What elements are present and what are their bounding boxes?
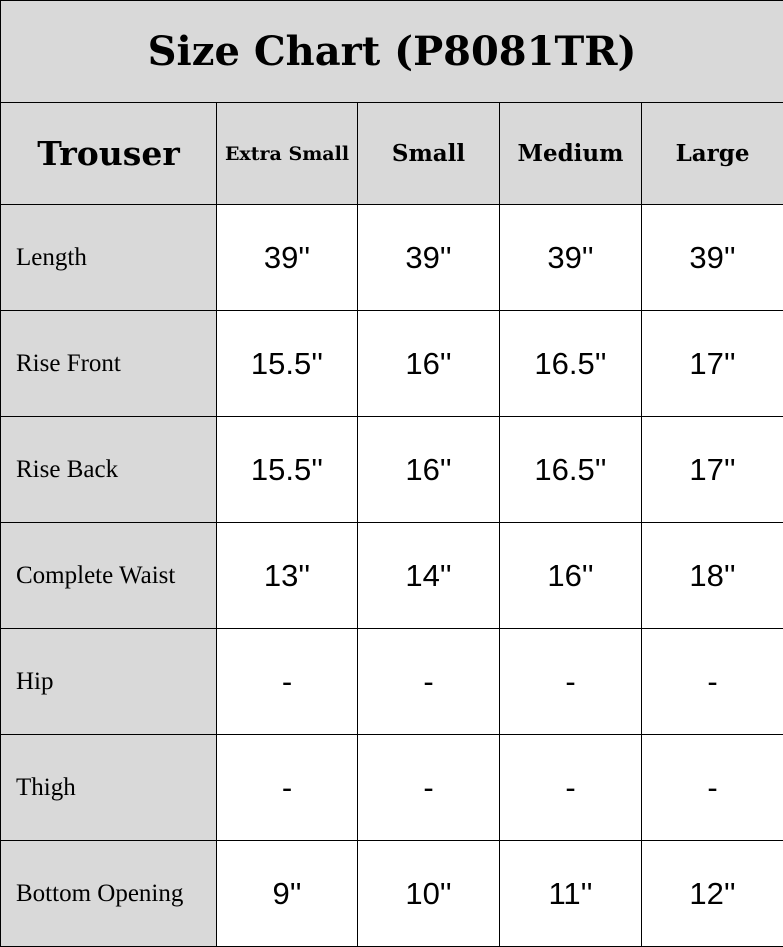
measurement-cell: - [358, 735, 500, 841]
measurement-cell: 16.5'' [500, 311, 642, 417]
row-label: Rise Front [1, 311, 217, 417]
measurement-cell: 15.5'' [217, 417, 358, 523]
row-label: Bottom Opening [1, 841, 217, 947]
measurement-cell: 16'' [358, 417, 500, 523]
row-label: Rise Back [1, 417, 217, 523]
measurement-cell: 17'' [642, 417, 783, 523]
measurement-cell: - [217, 735, 358, 841]
measurement-cell: - [642, 735, 783, 841]
measurement-cell: - [500, 735, 642, 841]
column-header-large: Large [642, 103, 783, 205]
measurement-cell: 15.5'' [217, 311, 358, 417]
measurement-cell: 12'' [642, 841, 783, 947]
measurement-cell: 17'' [642, 311, 783, 417]
measurement-cell: 16'' [500, 523, 642, 629]
measurement-cell: 13'' [217, 523, 358, 629]
measurement-cell: 39'' [500, 205, 642, 311]
table-row: Hip---- [1, 629, 783, 735]
measurement-cell: 11'' [500, 841, 642, 947]
measurement-cell: 39'' [642, 205, 783, 311]
measurement-cell: 14'' [358, 523, 500, 629]
row-label: Length [1, 205, 217, 311]
row-label: Thigh [1, 735, 217, 841]
column-header-medium: Medium [500, 103, 642, 205]
row-label: Complete Waist [1, 523, 217, 629]
measurement-cell: 10'' [358, 841, 500, 947]
measurement-cell: - [500, 629, 642, 735]
measurement-cell: - [642, 629, 783, 735]
measurement-cell: - [358, 629, 500, 735]
measurement-cell: 18'' [642, 523, 783, 629]
header-row: Trouser Extra Small Small Medium Large [1, 103, 783, 205]
measurement-cell: 9'' [217, 841, 358, 947]
column-header-extra-small: Extra Small [217, 103, 358, 205]
measurement-cell: 39'' [217, 205, 358, 311]
column-header-trouser: Trouser [1, 103, 217, 205]
measurement-cell: 16.5'' [500, 417, 642, 523]
measurement-cell: 39'' [358, 205, 500, 311]
column-header-small: Small [358, 103, 500, 205]
row-label: Hip [1, 629, 217, 735]
chart-title: Size Chart (P8081TR) [1, 1, 783, 103]
measurement-cell: 16'' [358, 311, 500, 417]
table-row: Thigh---- [1, 735, 783, 841]
measurement-cell: - [217, 629, 358, 735]
